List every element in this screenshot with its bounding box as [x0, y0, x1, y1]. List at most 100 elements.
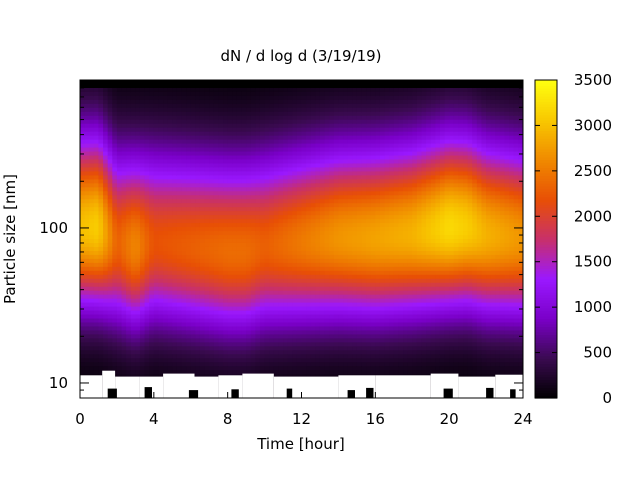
heatmap-cell [306, 306, 312, 312]
heatmap-cell [89, 286, 95, 292]
heatmap-cell [126, 219, 132, 224]
heatmap-cell [98, 119, 104, 125]
heatmap-cell [172, 310, 178, 316]
heatmap-cell [246, 107, 252, 113]
heatmap-cell [139, 342, 146, 347]
heatmap-cell [264, 310, 270, 316]
heatmap-cell [89, 175, 95, 180]
heatmap-cell [181, 215, 187, 220]
heatmap-cell [209, 302, 215, 308]
heatmap-cell [190, 195, 196, 200]
heatmap-cell [287, 187, 293, 192]
heatmap-cell [204, 119, 210, 125]
heatmap-cell [130, 262, 136, 268]
heatmap-cell [130, 99, 136, 105]
heatmap-cell [255, 171, 261, 177]
heatmap-cell [352, 282, 358, 288]
heatmap-cell [112, 242, 118, 248]
heatmap-cell [269, 370, 275, 375]
heatmap-cell [209, 111, 215, 117]
heatmap-cell [195, 195, 201, 200]
heatmap-cell [176, 183, 183, 188]
heatmap-cell [89, 266, 95, 272]
heatmap-cell [89, 254, 95, 260]
heatmap-cell [324, 326, 330, 332]
heatmap-cell [324, 310, 330, 316]
heatmap-cell [163, 231, 169, 236]
heatmap-cell [98, 215, 104, 220]
heatmap-cell [84, 231, 90, 236]
heatmap-cell [338, 282, 344, 288]
heatmap-cell [246, 227, 252, 232]
heatmap-cell [149, 207, 155, 212]
heatmap-cell [84, 278, 90, 284]
heatmap-cell [93, 334, 100, 339]
heatmap-cell [223, 179, 229, 184]
heatmap-cell [250, 215, 256, 220]
heatmap-cell [338, 95, 344, 101]
heatmap-cell [218, 139, 224, 145]
heatmap-cell [98, 143, 104, 149]
heatmap-cell [199, 294, 206, 300]
heatmap-cell [287, 239, 293, 244]
heatmap-cell [80, 250, 86, 256]
heatmap-cell [273, 306, 280, 312]
heatmap-cell [223, 270, 229, 276]
heatmap-cell [130, 239, 136, 244]
heatmap-cell [126, 374, 132, 379]
heatmap-cell [195, 314, 201, 320]
heatmap-cell [181, 191, 187, 196]
heatmap-cell [103, 211, 109, 216]
heatmap-cell [89, 274, 95, 280]
heatmap-cell [315, 143, 321, 149]
heatmap-cell [283, 195, 289, 200]
heatmap-cell [190, 203, 196, 208]
heatmap-cell [361, 167, 367, 173]
heatmap-cell [333, 115, 340, 121]
heatmap-cell [236, 342, 243, 347]
heatmap-cell [236, 282, 243, 288]
heatmap-cell [163, 179, 169, 184]
heatmap-cell [84, 239, 90, 244]
heatmap-cell [273, 139, 280, 145]
heatmap-cell [98, 163, 104, 169]
heatmap-cell [139, 270, 146, 276]
heatmap-cell [232, 183, 238, 188]
heatmap-cell [273, 242, 280, 248]
heatmap-cell [324, 318, 330, 324]
heatmap-cell [250, 282, 256, 288]
heatmap-cell [319, 298, 326, 304]
heatmap-cell [292, 87, 298, 93]
heatmap-cell [158, 107, 164, 113]
heatmap-cell [181, 286, 187, 292]
heatmap-cell [356, 231, 363, 236]
heatmap-cell [153, 366, 160, 371]
heatmap-cell [343, 135, 349, 141]
heatmap-cell [338, 302, 344, 308]
heatmap-cell [259, 342, 266, 347]
heatmap-cell [186, 262, 192, 268]
heatmap-cell [227, 107, 233, 113]
heatmap-cell [223, 147, 229, 153]
heatmap-cell [204, 175, 210, 180]
heatmap-cell [264, 215, 270, 220]
heatmap-cell [199, 167, 206, 173]
heatmap-cell [236, 207, 243, 212]
heatmap-cell [195, 107, 201, 113]
heatmap-cell [223, 346, 229, 351]
heatmap-cell [338, 107, 344, 113]
heatmap-cell [356, 135, 363, 141]
heatmap-cell [98, 103, 104, 109]
heatmap-cell [255, 139, 261, 145]
heatmap-cell [172, 195, 178, 200]
heatmap-cell [139, 262, 146, 268]
heatmap-cell [227, 334, 233, 339]
heatmap-cell [135, 239, 141, 244]
heatmap-cell [153, 278, 160, 284]
heatmap-cell [232, 358, 238, 363]
heatmap-cell [186, 290, 192, 296]
heatmap-cell [236, 95, 243, 101]
heatmap-cell [269, 223, 275, 228]
heatmap-cell [186, 103, 192, 109]
heatmap-cell [121, 239, 127, 244]
